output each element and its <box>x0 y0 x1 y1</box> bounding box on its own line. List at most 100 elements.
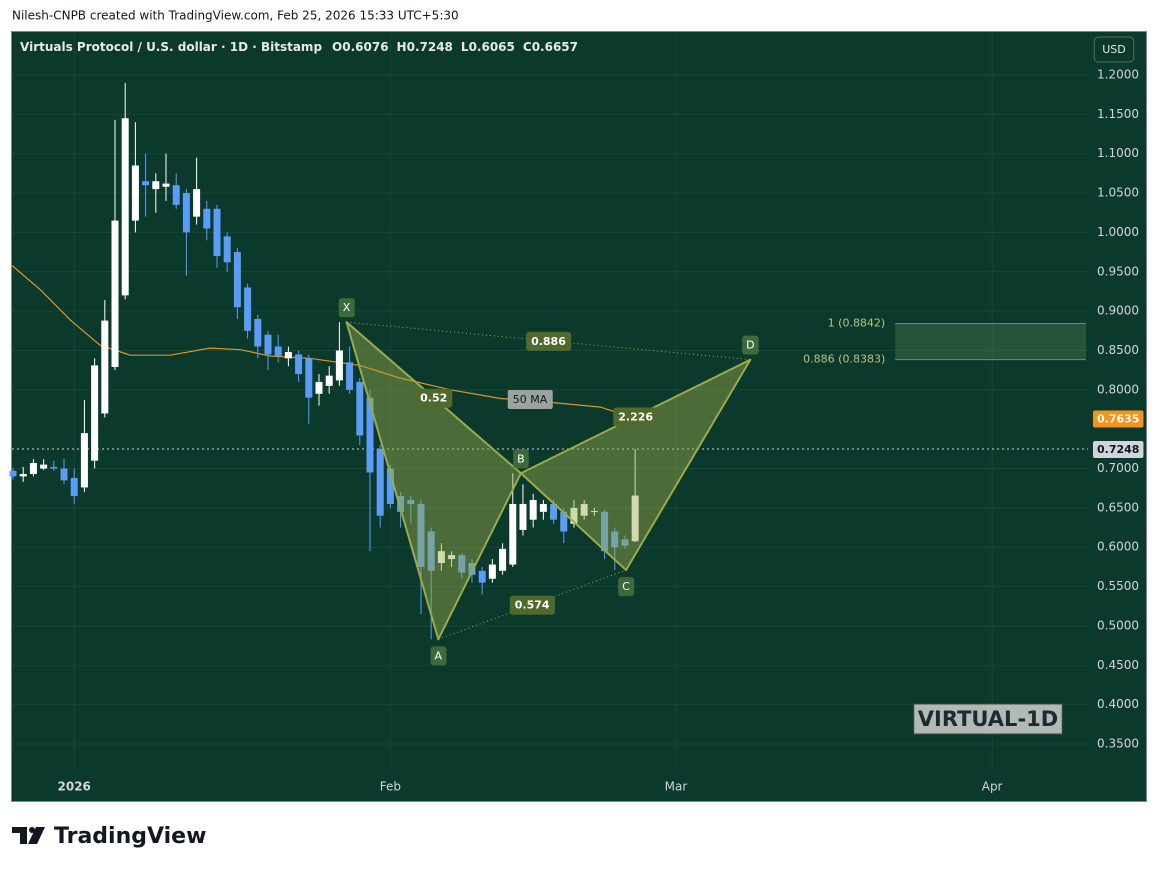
legend-value: 0.6076 <box>342 40 388 54</box>
candle-body <box>19 474 27 477</box>
point-label: C <box>622 580 630 593</box>
point-label: A <box>435 649 443 662</box>
candle-body <box>121 118 129 296</box>
watermark-bg <box>913 703 1063 735</box>
candle-body <box>50 466 58 469</box>
candle-body <box>284 352 292 359</box>
y-tick-label: 1.2000 <box>1097 67 1139 81</box>
candle-body <box>335 350 343 381</box>
candle-body <box>254 318 262 347</box>
candle-body <box>621 539 629 546</box>
point-label-bg <box>618 577 635 597</box>
candle-body <box>397 496 405 512</box>
candle-body <box>325 375 333 386</box>
candle-body <box>29 463 37 475</box>
target-zone <box>895 323 1086 360</box>
ratio-label-box: 0.886 <box>526 331 572 351</box>
ma-label-bg <box>507 390 553 409</box>
candle-body <box>590 511 598 513</box>
logo <box>12 827 45 844</box>
y-tick-label: 0.7000 <box>1097 461 1139 475</box>
x-tick-label: Mar <box>665 780 688 794</box>
chart-title: Virtuals Protocol / U.S. dollar · 1D · B… <box>20 40 578 54</box>
y-tick-label: 0.3500 <box>1097 737 1139 751</box>
y-tick-label: 1.0000 <box>1097 225 1139 239</box>
ma-label-box: 50 MA <box>507 390 553 409</box>
x-tick-label: Feb <box>380 780 401 794</box>
candle-body <box>488 564 496 579</box>
logo-mark <box>12 827 27 844</box>
y-tick-label: 0.9000 <box>1097 304 1139 318</box>
y-tick-label: 0.5500 <box>1097 579 1139 593</box>
candle-body <box>631 495 639 542</box>
point-label: B <box>517 452 525 465</box>
chart-pane <box>11 31 1147 802</box>
ratio-label-box: 0.574 <box>509 595 555 615</box>
candle-body <box>539 503 547 512</box>
legend-value: 0.7248 <box>407 40 453 54</box>
point-label-bg <box>338 298 355 318</box>
y-tick-label: 0.8500 <box>1097 343 1139 357</box>
price-marker-label-bg <box>1093 410 1144 428</box>
ratio-label-box: 2.226 <box>613 407 659 427</box>
candle-body <box>468 562 476 575</box>
legend-value: 0.6065 <box>469 40 515 54</box>
candle-body <box>478 570 486 583</box>
candle-body <box>386 468 394 504</box>
candle-body <box>274 346 282 356</box>
candle-body <box>499 548 507 571</box>
legend-value: 0.6657 <box>532 40 578 54</box>
price-marker-label-bg <box>1093 441 1144 459</box>
candle-body <box>611 531 619 548</box>
watermark: VIRTUAL-1D <box>918 707 1058 731</box>
ratio-label: 2.226 <box>618 410 653 423</box>
candle-body <box>101 320 109 414</box>
ratio-label-bg <box>415 388 453 408</box>
legend-label: H <box>397 40 407 54</box>
candle-body <box>448 555 456 560</box>
candle-body <box>264 334 272 355</box>
point-label-box: D <box>742 335 759 355</box>
candle-body <box>295 354 303 375</box>
candle-body <box>366 397 374 473</box>
point-label-box: A <box>430 646 447 666</box>
ratio-label-bg <box>613 407 659 427</box>
candle-body <box>305 358 313 398</box>
y-tick-label: 0.5000 <box>1097 618 1139 632</box>
point-label-box: X <box>338 298 355 318</box>
point-label-box: C <box>618 577 635 597</box>
point-label-bg <box>430 646 447 666</box>
candle-body <box>550 503 558 520</box>
legend-label: C <box>523 40 532 54</box>
candle-body <box>601 511 609 552</box>
y-tick-label: 0.9500 <box>1097 264 1139 278</box>
candle-body <box>223 236 231 263</box>
y-tick-label: 0.4000 <box>1097 697 1139 711</box>
candle-body <box>437 551 445 563</box>
currency-button-box[interactable]: USD <box>1093 36 1135 63</box>
price-marker-label-box: 0.7635 <box>1093 410 1144 428</box>
candle-body <box>580 503 588 516</box>
candle-body <box>509 503 517 565</box>
pattern-ratio-line <box>346 321 522 474</box>
legend-label: O <box>332 40 342 54</box>
candle-body <box>162 183 170 187</box>
candle-body <box>131 165 139 221</box>
candle-body <box>91 365 99 461</box>
candle-body <box>182 193 190 233</box>
ratio-label: 0.574 <box>515 599 550 612</box>
y-tick-label: 0.6500 <box>1097 500 1139 514</box>
candle-body <box>152 181 160 190</box>
ma-label: 50 MA <box>513 393 548 406</box>
price-marker-label: 0.7635 <box>1097 413 1139 426</box>
candle-body <box>213 208 221 257</box>
price-marker-label-box: 0.7248 <box>1093 441 1144 459</box>
point-label-bg <box>742 335 759 355</box>
zone-label: 1 (0.8842) <box>828 317 886 330</box>
ratio-label-bg <box>526 331 572 351</box>
brand: TradingView <box>54 824 206 849</box>
y-tick-label: 1.0500 <box>1097 186 1139 200</box>
candle-body <box>519 503 527 530</box>
ratio-label: 0.886 <box>531 335 566 348</box>
title-text: Virtuals Protocol / U.S. dollar · 1D · B… <box>20 40 322 54</box>
